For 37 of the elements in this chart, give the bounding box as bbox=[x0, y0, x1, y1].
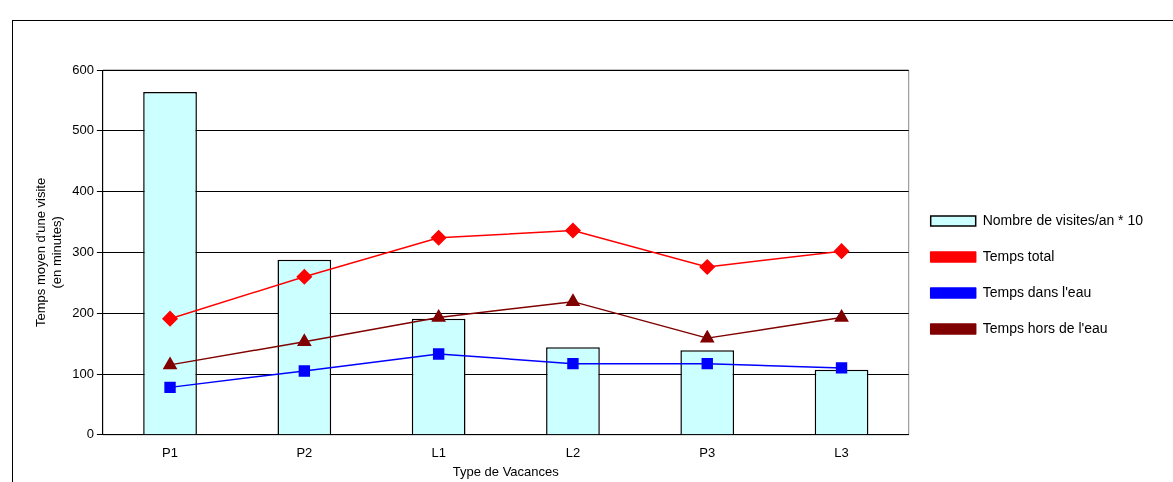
x-tick-label: L3 bbox=[834, 445, 849, 461]
y-tick-label: 600 bbox=[72, 61, 94, 77]
y-tick-label: 400 bbox=[72, 183, 94, 199]
y-tick-label: 100 bbox=[72, 365, 94, 381]
point bbox=[163, 357, 177, 370]
x-axis-title: Type de Vacances bbox=[452, 463, 560, 479]
point bbox=[164, 381, 176, 394]
y-tick-label: 0 bbox=[86, 426, 94, 442]
y-tick-label: 500 bbox=[72, 122, 94, 138]
point bbox=[432, 348, 445, 360]
point bbox=[834, 309, 849, 322]
y-tick-label: 300 bbox=[72, 243, 94, 259]
x-tick-label: L2 bbox=[565, 445, 581, 461]
point bbox=[833, 243, 850, 259]
point bbox=[430, 230, 447, 246]
x-tick-label: P3 bbox=[699, 445, 716, 461]
point bbox=[566, 293, 580, 306]
point bbox=[297, 334, 312, 347]
x-tick-label: P1 bbox=[162, 445, 178, 461]
legend-label: Temps total bbox=[982, 247, 1055, 264]
point bbox=[700, 330, 715, 343]
legend-label: Temps hors de l'eau bbox=[982, 319, 1108, 336]
y-axis-title: Temps moyen d'une visite (en minutes) bbox=[33, 177, 64, 327]
point bbox=[296, 268, 313, 285]
point bbox=[431, 309, 446, 322]
point bbox=[835, 362, 848, 374]
point bbox=[567, 357, 579, 370]
x-tick-label: P2 bbox=[296, 445, 313, 461]
point bbox=[298, 365, 311, 377]
point bbox=[162, 310, 178, 327]
y-tick-label: 200 bbox=[72, 304, 94, 320]
x-tick-label: L1 bbox=[431, 445, 446, 461]
point bbox=[565, 222, 581, 239]
point bbox=[701, 357, 713, 370]
point bbox=[699, 259, 715, 275]
legend-label: Nombre de visites/an * 10 bbox=[982, 211, 1144, 228]
legend-label: Temps dans l'eau bbox=[982, 283, 1092, 300]
